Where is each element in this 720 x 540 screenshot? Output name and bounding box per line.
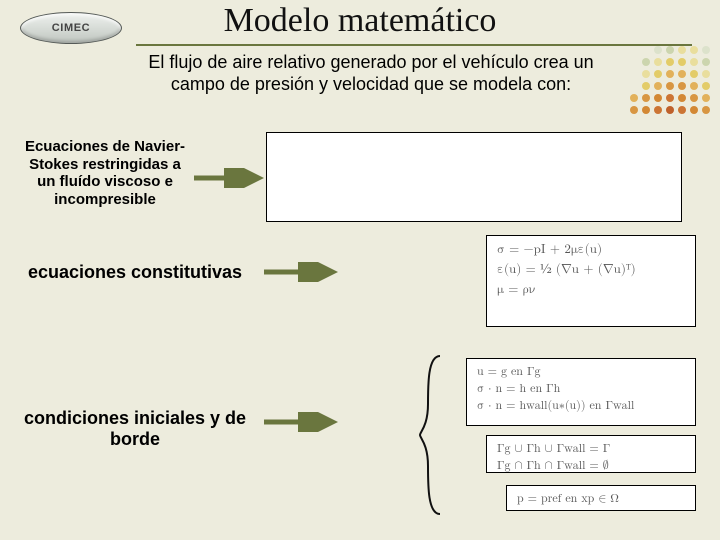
eq-boundary-3: p = pref en xp ∈ Ω: [507, 486, 695, 515]
decorative-dot: [642, 82, 650, 90]
eq-line: σ · n = h en Γh: [477, 382, 685, 396]
decorative-dot: [642, 58, 650, 66]
arrow-boundary: [262, 412, 338, 432]
eq-line: σ · n = hwall(u∗(u)) en Γwall: [477, 399, 685, 413]
decorative-dot: [702, 70, 710, 78]
decorative-dot: [678, 94, 686, 102]
decorative-dot: [666, 46, 674, 54]
arrow-navier: [192, 168, 264, 188]
decorative-dot: [630, 106, 638, 114]
decorative-dot: [666, 70, 674, 78]
decorative-dot: [678, 70, 686, 78]
decorative-dot: [690, 58, 698, 66]
curly-brace: [418, 354, 444, 516]
decorative-dot: [642, 106, 650, 114]
decorative-dot: [654, 70, 662, 78]
label-boundary-conditions: condiciones iniciales y de borde: [10, 408, 260, 450]
decorative-dot: [678, 82, 686, 90]
decorative-dot: [654, 58, 662, 66]
box-boundary-3: p = pref en xp ∈ Ω: [506, 485, 696, 511]
eq-line: p = pref en xp ∈ Ω: [517, 492, 685, 506]
decorative-dot: [702, 106, 710, 114]
decorative-dot: [654, 46, 662, 54]
arrow-constitutive: [262, 262, 338, 282]
decorative-dot: [666, 58, 674, 66]
eq-line: σ = −pI + 2με(u): [497, 242, 685, 258]
decorative-dot: [690, 94, 698, 102]
decorative-dot: [642, 70, 650, 78]
decorative-dot: [690, 70, 698, 78]
page-title: Modelo matemático: [0, 2, 720, 40]
decorative-dot: [702, 94, 710, 102]
decorative-dot: [642, 94, 650, 102]
eq-constitutive: σ = −pI + 2με(u) ε(u) = ½ (∇u + (∇u)ᵀ) μ…: [487, 236, 695, 307]
box-boundary-2: Γg ∪ Γh ∪ Γwall = Γ Γg ∩ Γh ∩ Γwall = ∅: [486, 435, 696, 473]
label-navier-stokes: Ecuaciones de Navier-Stokes restringidas…: [20, 138, 190, 209]
decorative-dot: [702, 46, 710, 54]
eq-line: μ = ρν: [497, 282, 685, 298]
decorative-dot: [666, 106, 674, 114]
box-constitutive: σ = −pI + 2με(u) ε(u) = ½ (∇u + (∇u)ᵀ) μ…: [486, 235, 696, 327]
decorative-dot: [666, 82, 674, 90]
subtitle: El flujo de aire relativo generado por e…: [122, 52, 620, 95]
eq-line: Γg ∪ Γh ∪ Γwall = Γ: [497, 442, 685, 456]
eq-line: ε(u) = ½ (∇u + (∇u)ᵀ): [497, 261, 685, 279]
decorative-dot: [654, 106, 662, 114]
decorative-dot: [678, 46, 686, 54]
eq-boundary-1: u = g en Γg σ · n = h en Γh σ · n = hwal…: [467, 359, 695, 422]
eq-boundary-2: Γg ∪ Γh ∪ Γwall = Γ Γg ∩ Γh ∩ Γwall = ∅: [487, 436, 695, 482]
eq-line: Γg ∩ Γh ∩ Γwall = ∅: [497, 459, 685, 473]
decorative-dot: [690, 106, 698, 114]
divider: [28, 44, 692, 46]
eq-line: u = g en Γg: [477, 365, 685, 379]
box-navier-stokes: [266, 132, 682, 222]
decorative-dot: [678, 106, 686, 114]
decorative-dot: [678, 58, 686, 66]
decorative-dot: [702, 58, 710, 66]
decorative-dot: [654, 94, 662, 102]
decorative-dot: [654, 82, 662, 90]
decorative-dot: [630, 94, 638, 102]
decorative-dot: [690, 46, 698, 54]
label-constitutive: ecuaciones constitutivas: [10, 262, 260, 283]
decorative-dot: [666, 94, 674, 102]
corner-dots: [610, 46, 710, 110]
decorative-dot: [702, 82, 710, 90]
decorative-dot: [690, 82, 698, 90]
box-boundary-1: u = g en Γg σ · n = h en Γh σ · n = hwal…: [466, 358, 696, 426]
